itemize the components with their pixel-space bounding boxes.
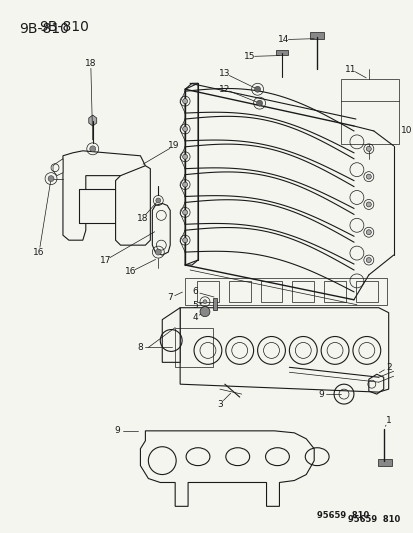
Text: 1: 1 [385,416,391,425]
Bar [212,298,216,310]
Bar [377,459,391,466]
Text: 3: 3 [216,400,222,408]
Text: 5: 5 [192,301,197,310]
Bar [260,281,282,302]
Bar [185,278,386,305]
Circle shape [155,198,160,203]
Polygon shape [88,115,97,126]
Text: 95659  810: 95659 810 [316,511,368,520]
Circle shape [155,249,161,255]
Circle shape [366,147,370,151]
Text: 15: 15 [243,52,255,61]
Bar [292,281,313,302]
Text: 9B-810: 9B-810 [19,22,69,36]
Bar [78,189,126,223]
Bar [340,79,398,144]
Text: 2: 2 [385,363,391,372]
Text: 6: 6 [192,287,197,296]
Text: 18: 18 [85,59,96,68]
Text: 16: 16 [33,248,45,256]
Text: 7: 7 [167,293,173,302]
Text: 9: 9 [114,426,120,435]
Bar [276,50,288,55]
Text: 9B-810: 9B-810 [39,20,89,34]
Polygon shape [180,308,388,392]
Text: 18: 18 [136,214,148,223]
Text: 95659  810: 95659 810 [347,515,400,524]
Polygon shape [162,308,180,362]
Text: 16: 16 [124,268,136,277]
Circle shape [199,306,209,317]
Circle shape [182,154,187,159]
Text: 4: 4 [192,313,197,322]
Bar [197,281,218,302]
Circle shape [182,182,187,187]
Text: 9: 9 [318,390,323,399]
Polygon shape [115,166,150,245]
Circle shape [182,126,187,132]
Text: 11: 11 [344,65,356,74]
Bar [175,328,212,367]
Circle shape [366,230,370,235]
Circle shape [256,100,262,106]
Circle shape [366,202,370,207]
Polygon shape [63,151,145,240]
Text: 12: 12 [218,85,230,94]
Text: 10: 10 [400,126,411,135]
Bar [355,281,377,302]
Circle shape [254,86,260,92]
Polygon shape [140,431,313,506]
Circle shape [182,238,187,243]
Bar [78,189,126,223]
Circle shape [90,146,95,152]
Text: 13: 13 [218,69,230,78]
Circle shape [182,99,187,103]
Circle shape [182,210,187,215]
Circle shape [48,176,54,182]
Bar [228,281,250,302]
Circle shape [366,257,370,263]
Polygon shape [152,204,170,255]
Circle shape [202,300,206,304]
Circle shape [366,174,370,179]
Text: 17: 17 [100,255,111,264]
Bar [323,281,345,302]
Text: 8: 8 [137,343,143,352]
Text: 14: 14 [277,35,288,44]
Bar [309,31,323,38]
Polygon shape [53,159,63,176]
Text: 19: 19 [168,141,180,150]
Polygon shape [185,83,197,265]
